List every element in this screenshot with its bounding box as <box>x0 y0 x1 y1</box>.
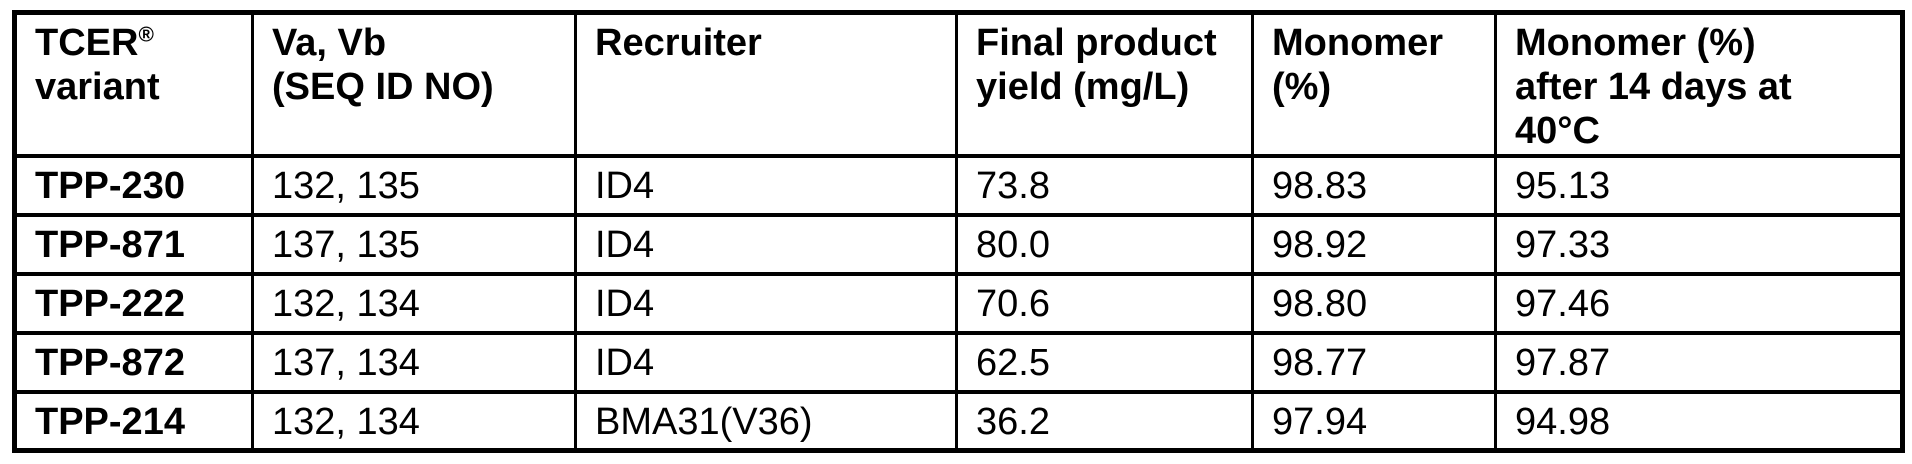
header-line: variant <box>35 66 160 108</box>
cell-variant: TPP-214 <box>13 390 254 452</box>
header-line: yield (mg/L) <box>976 66 1190 108</box>
cell-recruiter: ID4 <box>574 154 958 216</box>
header-line: (%) <box>1272 66 1332 108</box>
col-header-yield: Final product yield (mg/L) <box>955 11 1254 157</box>
table-row: TPP-222 132, 134 ID4 70.6 98.80 97.46 <box>13 272 1904 334</box>
header-row: TCER® variant Va, Vb (SEQ ID NO) Recruit… <box>13 11 1904 157</box>
cell-yield: 80.0 <box>955 213 1254 275</box>
registered-trademark-symbol: ® <box>138 23 154 47</box>
cell-yield: 62.5 <box>955 331 1254 393</box>
cell-monomer: 97.94 <box>1251 390 1497 452</box>
header-line: Monomer <box>1272 22 1443 64</box>
cell-variant: TPP-871 <box>13 213 254 275</box>
cell-yield: 73.8 <box>955 154 1254 216</box>
cell-variant: TPP-230 <box>13 154 254 216</box>
cell-monomer-14d: 95.13 <box>1494 154 1904 216</box>
cell-yield: 70.6 <box>955 272 1254 334</box>
header-line: 40°C <box>1515 110 1600 152</box>
header-line: (SEQ ID NO) <box>272 66 494 108</box>
cell-monomer-14d: 97.33 <box>1494 213 1904 275</box>
table-row: TPP-230 132, 135 ID4 73.8 98.83 95.13 <box>13 154 1904 216</box>
col-header-monomer-14d: Monomer (%) after 14 days at 40°C <box>1494 11 1904 157</box>
table-row: TPP-872 137, 134 ID4 62.5 98.77 97.87 <box>13 331 1904 393</box>
cell-monomer-14d: 97.87 <box>1494 331 1904 393</box>
col-header-tcer-variant: TCER® variant <box>13 11 254 157</box>
cell-variant: TPP-872 <box>13 331 254 393</box>
cell-monomer: 98.80 <box>1251 272 1497 334</box>
table-row: TPP-214 132, 134 BMA31(V36) 36.2 97.94 9… <box>13 390 1904 452</box>
cell-monomer-14d: 97.46 <box>1494 272 1904 334</box>
cell-seq-id: 137, 135 <box>251 213 577 275</box>
cell-seq-id: 132, 135 <box>251 154 577 216</box>
cell-seq-id: 137, 134 <box>251 331 577 393</box>
header-line: Recruiter <box>595 22 762 64</box>
cell-monomer: 98.77 <box>1251 331 1497 393</box>
col-header-recruiter: Recruiter <box>574 11 958 157</box>
cell-seq-id: 132, 134 <box>251 272 577 334</box>
cell-monomer: 98.92 <box>1251 213 1497 275</box>
header-line: Final product <box>976 22 1217 64</box>
table-row: TPP-871 137, 135 ID4 80.0 98.92 97.33 <box>13 213 1904 275</box>
cell-recruiter: BMA31(V36) <box>574 390 958 452</box>
col-header-seq-id: Va, Vb (SEQ ID NO) <box>251 11 577 157</box>
cell-variant: TPP-222 <box>13 272 254 334</box>
cell-recruiter: ID4 <box>574 213 958 275</box>
cell-seq-id: 132, 134 <box>251 390 577 452</box>
cell-recruiter: ID4 <box>574 331 958 393</box>
header-line: Monomer (%) <box>1515 22 1756 64</box>
header-line: TCER® <box>35 22 154 64</box>
header-line: Va, Vb <box>272 22 387 64</box>
cell-monomer-14d: 94.98 <box>1494 390 1904 452</box>
header-line: after 14 days at <box>1515 66 1792 108</box>
cell-yield: 36.2 <box>955 390 1254 452</box>
cell-recruiter: ID4 <box>574 272 958 334</box>
tcer-variant-table: TCER® variant Va, Vb (SEQ ID NO) Recruit… <box>12 10 1905 453</box>
col-header-monomer: Monomer (%) <box>1251 11 1497 157</box>
cell-monomer: 98.83 <box>1251 154 1497 216</box>
